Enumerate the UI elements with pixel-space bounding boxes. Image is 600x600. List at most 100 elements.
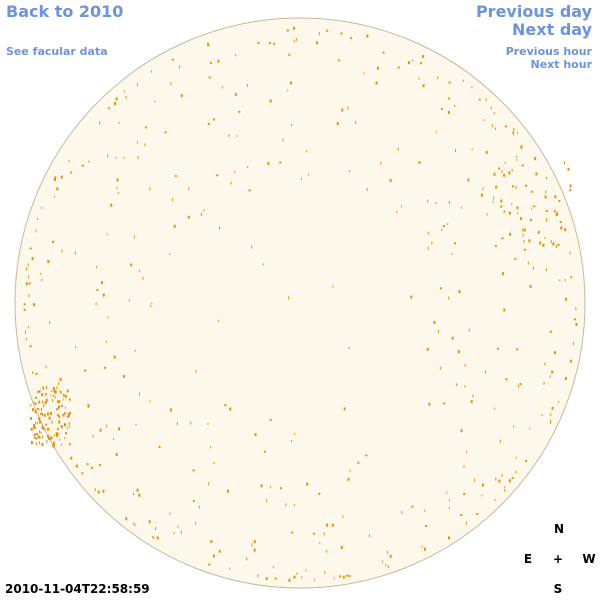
facula: [499, 440, 501, 443]
facula: [340, 545, 343, 549]
facula: [94, 488, 96, 492]
facula: [229, 567, 231, 570]
facula: [550, 420, 551, 424]
facula: [177, 525, 179, 528]
facula: [235, 54, 237, 57]
facula: [96, 266, 97, 269]
facula: [33, 401, 35, 404]
facula: [340, 32, 343, 35]
facula: [323, 532, 325, 536]
facula: [549, 330, 552, 333]
facula: [149, 400, 151, 403]
facula: [99, 428, 102, 432]
facula: [463, 493, 466, 495]
facula: [25, 330, 26, 334]
facula: [58, 382, 60, 386]
facula: [106, 424, 108, 428]
facula: [25, 282, 28, 286]
facula: [210, 446, 212, 449]
facula: [56, 408, 58, 411]
facula: [42, 386, 44, 389]
facula: [156, 536, 159, 540]
facula: [118, 121, 120, 124]
facula: [56, 434, 59, 438]
facula: [493, 196, 495, 200]
facula: [478, 98, 481, 101]
facula: [228, 134, 230, 138]
facula: [331, 523, 334, 527]
facula: [504, 488, 506, 492]
facula: [495, 127, 496, 130]
facula: [190, 421, 192, 425]
facula: [511, 168, 513, 172]
facula: [498, 479, 501, 483]
facula: [517, 212, 519, 215]
facula: [57, 427, 58, 430]
facula: [253, 548, 256, 552]
facular-link[interactable]: See facular data: [6, 45, 108, 58]
facula: [519, 383, 522, 385]
facula: [396, 211, 398, 214]
facula: [153, 537, 155, 540]
facula: [33, 303, 36, 307]
facula: [266, 499, 268, 503]
facula: [62, 413, 65, 417]
facula: [508, 479, 511, 483]
facula: [501, 237, 504, 240]
facula: [39, 441, 41, 445]
facula: [195, 521, 197, 525]
facula: [53, 390, 56, 393]
facula: [209, 61, 212, 64]
facula: [52, 398, 54, 402]
facula: [279, 161, 282, 164]
facula: [114, 102, 117, 105]
facula: [534, 157, 537, 161]
facula: [117, 191, 119, 194]
facula: [148, 520, 151, 524]
facula: [559, 220, 562, 223]
facula: [523, 228, 526, 232]
facula: [448, 81, 451, 84]
facula: [44, 393, 47, 396]
facula: [35, 372, 38, 375]
back-link[interactable]: Back to 2010: [6, 2, 124, 21]
facula: [428, 402, 431, 406]
facula: [195, 369, 197, 373]
facula: [521, 164, 524, 167]
facula: [68, 443, 71, 446]
facula: [439, 287, 442, 290]
facula: [67, 415, 70, 418]
facula: [397, 147, 399, 151]
facula: [265, 577, 268, 581]
facula: [448, 506, 450, 509]
facula: [366, 187, 368, 191]
facula: [522, 233, 524, 237]
facula: [224, 404, 227, 407]
facula: [33, 424, 35, 427]
facula: [500, 199, 503, 203]
next-hour-link[interactable]: Next hour: [530, 58, 593, 71]
facula: [52, 387, 55, 390]
previous-day-link[interactable]: Previous day: [475, 2, 592, 21]
facula: [435, 130, 437, 133]
next-day-link[interactable]: Next day: [512, 20, 592, 39]
facula: [139, 392, 140, 396]
facula: [41, 393, 44, 397]
facula: [59, 390, 61, 394]
facula: [36, 442, 38, 446]
facula: [558, 400, 559, 403]
facula: [251, 543, 253, 547]
facula: [31, 257, 34, 261]
facula: [564, 161, 565, 165]
facula: [133, 235, 135, 239]
facula: [485, 150, 488, 154]
previous-hour-link[interactable]: Previous hour: [505, 45, 592, 58]
facula: [523, 248, 526, 251]
facula: [155, 527, 156, 531]
facula: [462, 79, 464, 82]
facula: [551, 370, 554, 374]
facula: [555, 213, 558, 217]
facula: [34, 402, 37, 405]
facula: [118, 427, 121, 431]
facula: [515, 470, 517, 474]
